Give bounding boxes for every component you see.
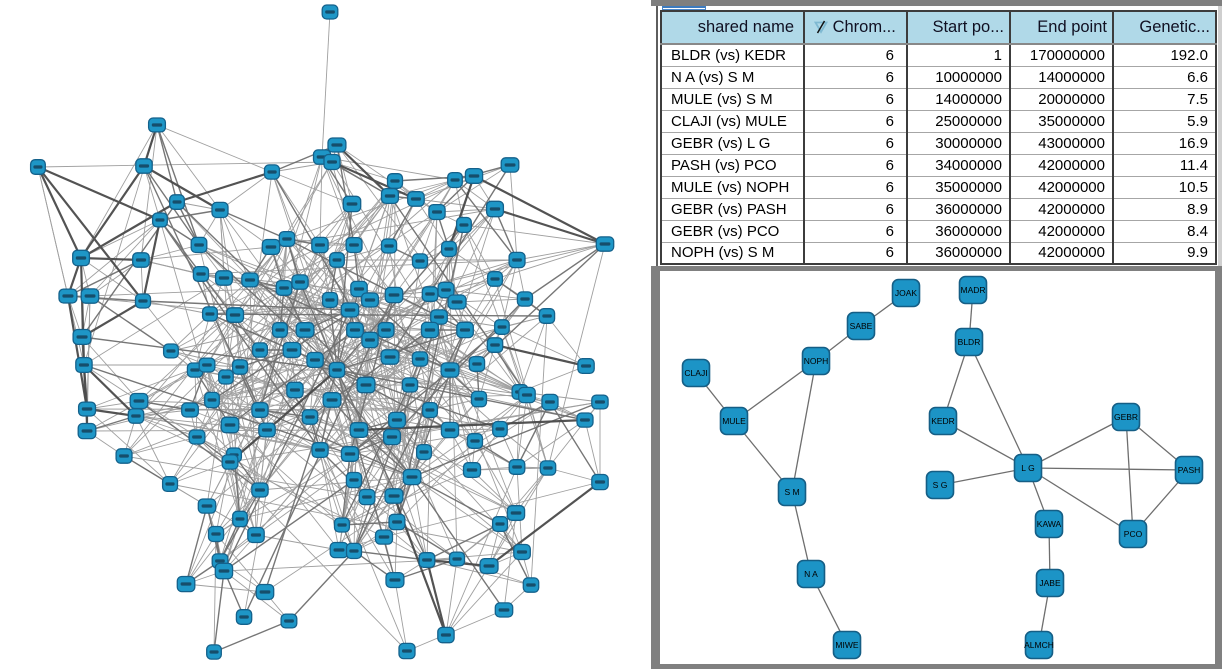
svg-text:NOPH: NOPH	[804, 356, 829, 366]
svg-text:MADR: MADR	[960, 285, 985, 295]
svg-text:N A: N A	[804, 569, 818, 579]
svg-text:MIWE: MIWE	[835, 640, 858, 650]
svg-text:SABE: SABE	[850, 321, 873, 331]
svg-text:KEDR: KEDR	[931, 416, 955, 426]
svg-text:S G: S G	[933, 480, 948, 490]
svg-text:ALMCH: ALMCH	[1024, 640, 1054, 650]
svg-text:S M: S M	[784, 487, 799, 497]
svg-text:GEBR: GEBR	[1114, 412, 1138, 422]
svg-text:L G: L G	[1021, 463, 1034, 473]
svg-text:PASH: PASH	[1178, 465, 1201, 475]
svg-text:KAWA: KAWA	[1037, 519, 1062, 529]
svg-text:JABE: JABE	[1039, 578, 1061, 588]
svg-text:CLAJI: CLAJI	[684, 368, 707, 378]
svg-text:MULE: MULE	[722, 416, 746, 426]
svg-text:BLDR: BLDR	[958, 337, 981, 347]
svg-text:JOAK: JOAK	[895, 288, 918, 298]
svg-text:PCO: PCO	[1124, 529, 1143, 539]
